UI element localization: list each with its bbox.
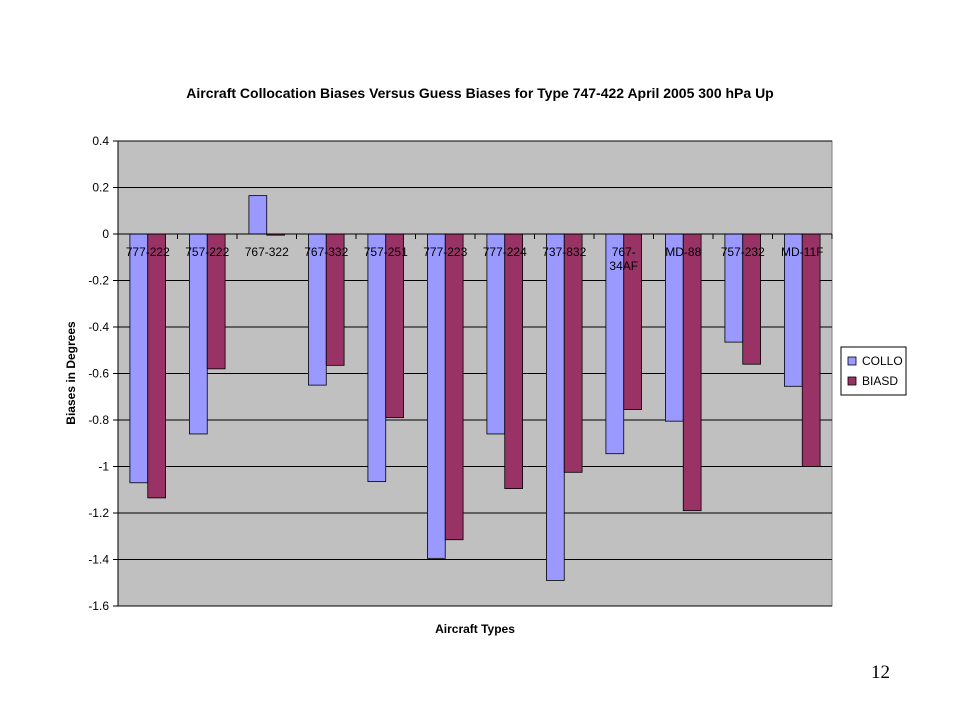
y-tick-label: -1.2	[88, 506, 109, 520]
category-label: MD-11F	[781, 245, 823, 259]
y-tick-label: -1.6	[88, 599, 109, 613]
y-tick-label: 0.4	[92, 134, 109, 148]
y-tick-label: -0.6	[88, 367, 109, 381]
bar-collo	[129, 233, 149, 484]
legend-box	[840, 346, 907, 396]
bar-biasd	[385, 233, 405, 419]
y-tick-label: 0.2	[92, 181, 109, 195]
category-label: 777-224	[483, 245, 527, 259]
bar-collo	[546, 233, 565, 581]
y-axis-title: Biases in Degrees	[64, 321, 78, 425]
x-ticks	[117, 234, 833, 239]
bar-collo	[248, 195, 268, 235]
y-ticks: 0.4 0.2 0 -0.2 -0.4 -0.6 -0.8 -1 -1.2 -1.4 -1.6	[88, 134, 118, 613]
y-tick-label: -1.4	[88, 553, 109, 567]
category-label: 757-232	[721, 245, 765, 259]
y-tick-label: -0.2	[88, 274, 109, 288]
bar-biasd	[563, 233, 583, 473]
category-label: 767-	[612, 245, 636, 259]
legend-label-biasd: BIASD	[862, 374, 898, 388]
category-label: 757-251	[364, 245, 408, 259]
bar-biasd	[504, 233, 524, 489]
bar-collo	[486, 233, 506, 435]
category-label: 34AF	[609, 259, 638, 273]
bar-biasd	[444, 233, 464, 541]
category-label: 767-322	[245, 245, 289, 259]
legend-label-collo: COLLO	[862, 354, 903, 368]
category-label: 777-223	[423, 245, 467, 259]
category-label: 757-222	[185, 245, 229, 259]
y-tick-label: 0	[102, 227, 109, 241]
bar-biasd	[682, 233, 702, 512]
y-tick-label: -1	[98, 460, 109, 474]
category-labels: 777-222 757-222 767-322 767-332 757-251 777-2…	[126, 245, 824, 273]
bar-collo	[665, 233, 684, 422]
bar-collo	[188, 233, 208, 435]
legend-swatch-collo	[847, 356, 857, 366]
y-tick-label: -0.8	[88, 413, 109, 427]
category-label: 767-332	[304, 245, 348, 259]
y-tick-label: -0.4	[88, 320, 109, 334]
bar-biasd	[147, 233, 167, 499]
x-axis-title: Aircraft Types	[435, 622, 515, 636]
legend: COLLO BIASD	[840, 346, 907, 396]
page-number: 12	[871, 662, 890, 683]
category-label: 777-222	[126, 245, 170, 259]
category-label: MD-88	[665, 245, 701, 259]
legend-swatch-biasd	[847, 376, 857, 386]
bars	[129, 195, 821, 581]
gridlines	[118, 140, 832, 607]
category-label: 737-832	[542, 245, 586, 259]
bar-collo	[426, 233, 446, 559]
chart-title: Aircraft Collocation Biases Versus Guess…	[186, 85, 773, 101]
bar-collo	[367, 233, 387, 483]
bar-biasd	[801, 233, 821, 467]
